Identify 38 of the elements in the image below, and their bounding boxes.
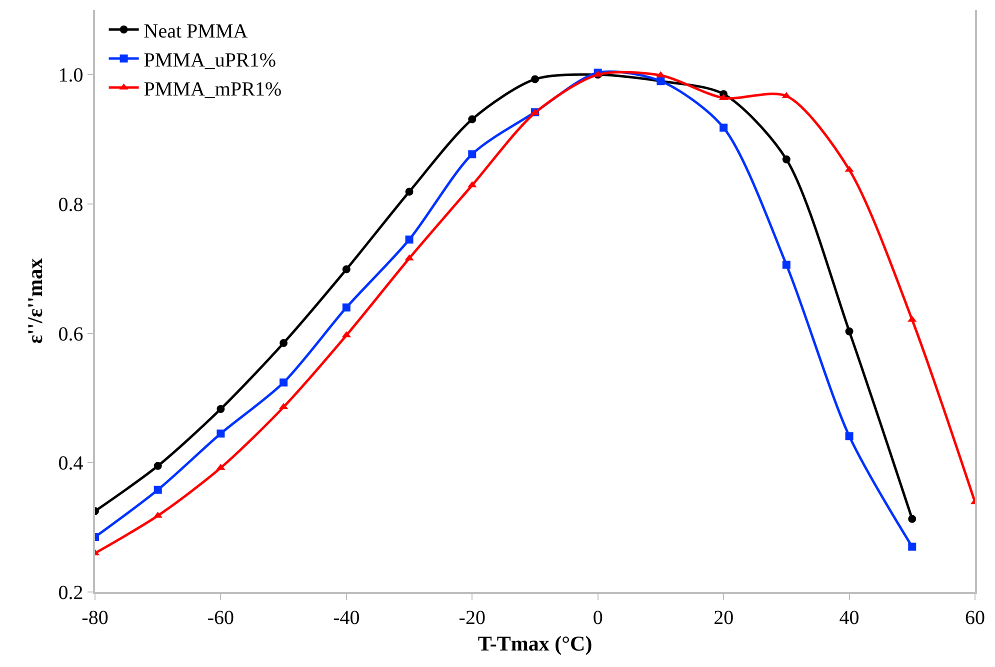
point (280, 378, 288, 386)
point (468, 150, 476, 158)
point (216, 430, 225, 438)
point (845, 432, 854, 440)
point (216, 404, 225, 413)
legend-label: Neat PMMA (144, 20, 248, 42)
y-tick-label: 0.4 (58, 452, 84, 475)
point (405, 188, 414, 196)
y-axis-title: ε''/ε''max (22, 258, 47, 344)
point (342, 303, 350, 312)
point (468, 115, 476, 124)
point (782, 155, 790, 164)
x-tick-label: 40 (839, 606, 860, 629)
legend-label: PMMA_mPR1% (144, 78, 282, 100)
point (908, 514, 916, 523)
x-tick-label: 0 (592, 606, 603, 629)
point (154, 486, 162, 494)
x-tick-label: -80 (82, 606, 108, 629)
point (782, 260, 790, 269)
y-tick-label: 0.2 (58, 582, 84, 604)
x-tick-label: 20 (714, 606, 734, 629)
x-tick-label: -40 (333, 606, 360, 629)
point (720, 124, 728, 132)
point (908, 542, 916, 551)
point (342, 265, 350, 274)
point (280, 339, 288, 348)
x-tick-label: -20 (458, 606, 486, 629)
point (531, 75, 539, 84)
point (405, 236, 414, 244)
point (845, 327, 854, 336)
x-tick-label: 60 (965, 606, 985, 629)
x-axis-title: T-Tmax (°C) (478, 631, 592, 656)
y-tick-label: 0.6 (58, 323, 84, 346)
y-tick-label: 0.8 (58, 194, 84, 216)
legend-label: PMMA_uPR1% (144, 49, 276, 72)
x-tick-label: -60 (207, 606, 234, 629)
y-tick-label: 1.0 (58, 64, 84, 87)
point (154, 462, 162, 470)
